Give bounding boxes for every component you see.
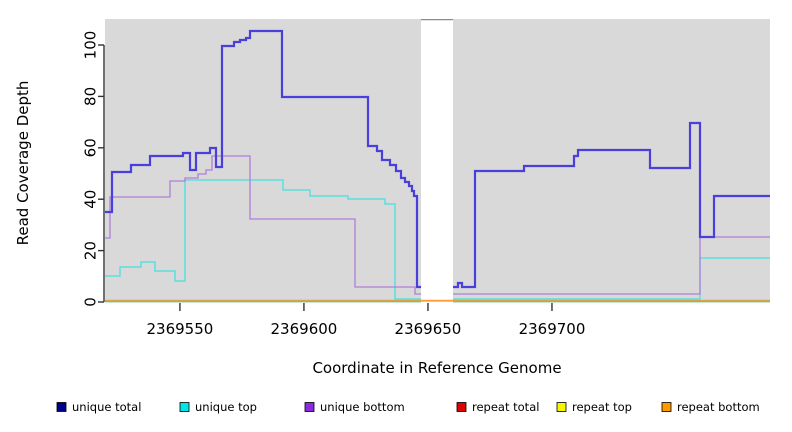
legend-swatch-repeat-total [456,402,467,412]
y-tick-label: 60 [82,138,100,157]
x-tick-label: 2369650 [395,320,462,338]
y-tick-label: 80 [82,87,100,106]
legend-swatch-unique-top [179,402,190,412]
y-axis-title: Read Coverage Depth [14,81,32,246]
legend-label-unique-top: unique top [195,400,257,414]
legend-swatch-repeat-bottom [661,402,672,412]
legend: unique total unique top unique bottom repea… [56,400,760,414]
y-tick-group: 0 20 40 60 80 100 [82,31,104,307]
x-tick-group: 2369550 2369600 2369650 2369700 [147,303,586,338]
legend-swatch-unique-total [56,402,67,412]
legend-swatch-unique-bottom [304,402,315,412]
no-data-gap [421,19,453,302]
x-tick-label: 2369550 [147,320,214,338]
x-tick-label: 2369700 [519,320,586,338]
legend-label-repeat-top: repeat top [572,400,632,414]
legend-label-repeat-total: repeat total [472,400,539,414]
x-tick-label: 2369600 [271,320,338,338]
series-unique-total [105,29,770,289]
series-layer [105,29,770,303]
y-tick-label: 40 [82,190,100,209]
y-tick-label: 100 [82,31,100,60]
legend-label-unique-total: unique total [72,400,141,414]
x-axis-title: Coordinate in Reference Genome [312,359,561,377]
y-tick-label: 0 [82,297,100,307]
y-tick-label: 20 [82,241,100,260]
series-unique-bottom [105,155,770,295]
legend-swatch-repeat-top [556,402,567,412]
legend-label-unique-bottom: unique bottom [320,400,405,414]
legend-label-repeat-bottom: repeat bottom [677,400,760,414]
